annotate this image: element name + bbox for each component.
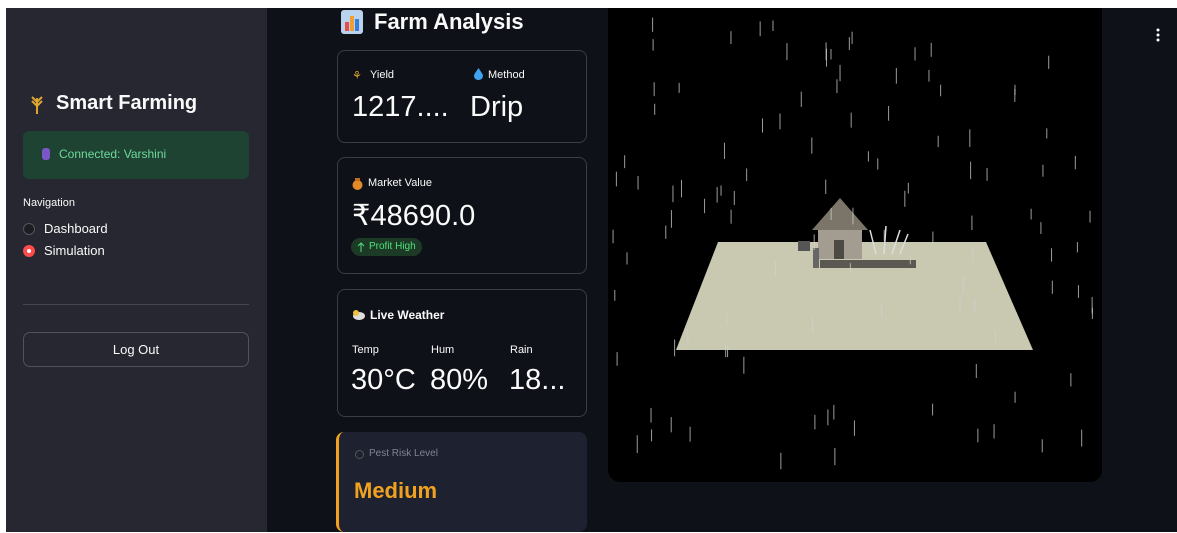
- metric-value: ₹48690.0: [352, 198, 475, 233]
- nav-text: Dashboard: [44, 221, 108, 236]
- icon: ⚘: [352, 69, 362, 82]
- metric-label: Market Value: [368, 177, 432, 189]
- cloud-icon: [352, 310, 366, 320]
- sidebar: Smart Farming Connected: Varshini Naviga…: [6, 8, 267, 532]
- metric-label: Temp: [352, 344, 379, 356]
- metric-value: 18...: [509, 364, 565, 397]
- pest-label: Pest Risk Level: [369, 448, 438, 459]
- weather-card: Live Weather Temp 30°C Hum 80% Rain 18...: [337, 289, 587, 417]
- metric-value: 1217....: [352, 91, 449, 124]
- metric-label: Yield: [370, 69, 394, 81]
- nav-option[interactable]: Dashboard: [23, 221, 223, 239]
- nav-label: Navigation: [23, 197, 75, 209]
- metric-label: Hum: [431, 344, 454, 356]
- divider: [23, 304, 249, 305]
- metric-value: 80%: [430, 364, 488, 397]
- market-card: Market Value ₹48690.0 Profit High: [337, 157, 587, 274]
- farm-simulation: [608, 8, 1102, 482]
- metric-label: Method: [488, 69, 525, 81]
- chart-icon: [341, 10, 363, 34]
- logout-button[interactable]: Log Out: [23, 332, 249, 367]
- metric-value: Drip: [470, 91, 523, 124]
- nav-option[interactable]: Simulation: [23, 243, 223, 261]
- main: Farm Analysis ⚘ Yield 1217.... Method Dr…: [267, 8, 1177, 532]
- card-title: Live Weather: [370, 308, 444, 322]
- icon: [355, 450, 364, 459]
- wheat-icon: [29, 94, 45, 114]
- metric-label: Rain: [510, 344, 533, 356]
- page-title: Farm Analysis: [374, 9, 524, 35]
- radio: [23, 223, 35, 235]
- nav-group: Dashboard Simulation: [23, 221, 223, 271]
- metric-value: 30°C: [351, 364, 416, 397]
- status-box: Connected: Varshini: [23, 131, 249, 179]
- sidebar-title: Smart Farming: [56, 92, 197, 115]
- pest-value: Medium: [354, 478, 437, 504]
- delta-badge: Profit High: [351, 238, 422, 256]
- user-icon: [42, 148, 50, 160]
- delta-text: Profit High: [369, 241, 416, 252]
- drop-icon: [474, 68, 483, 80]
- nav-text: Simulation: [44, 243, 105, 258]
- up-arrow: [357, 242, 365, 252]
- bag-icon: [352, 178, 363, 190]
- radio: [23, 245, 35, 257]
- status-text: Connected: Varshini: [59, 147, 166, 161]
- page: Smart Farming Connected: Varshini Naviga…: [0, 0, 1177, 533]
- menu-button[interactable]: [1156, 28, 1160, 42]
- yield-card: ⚘ Yield 1217.... Method Drip: [337, 50, 587, 143]
- pest-card: Pest Risk Level Medium: [336, 432, 587, 532]
